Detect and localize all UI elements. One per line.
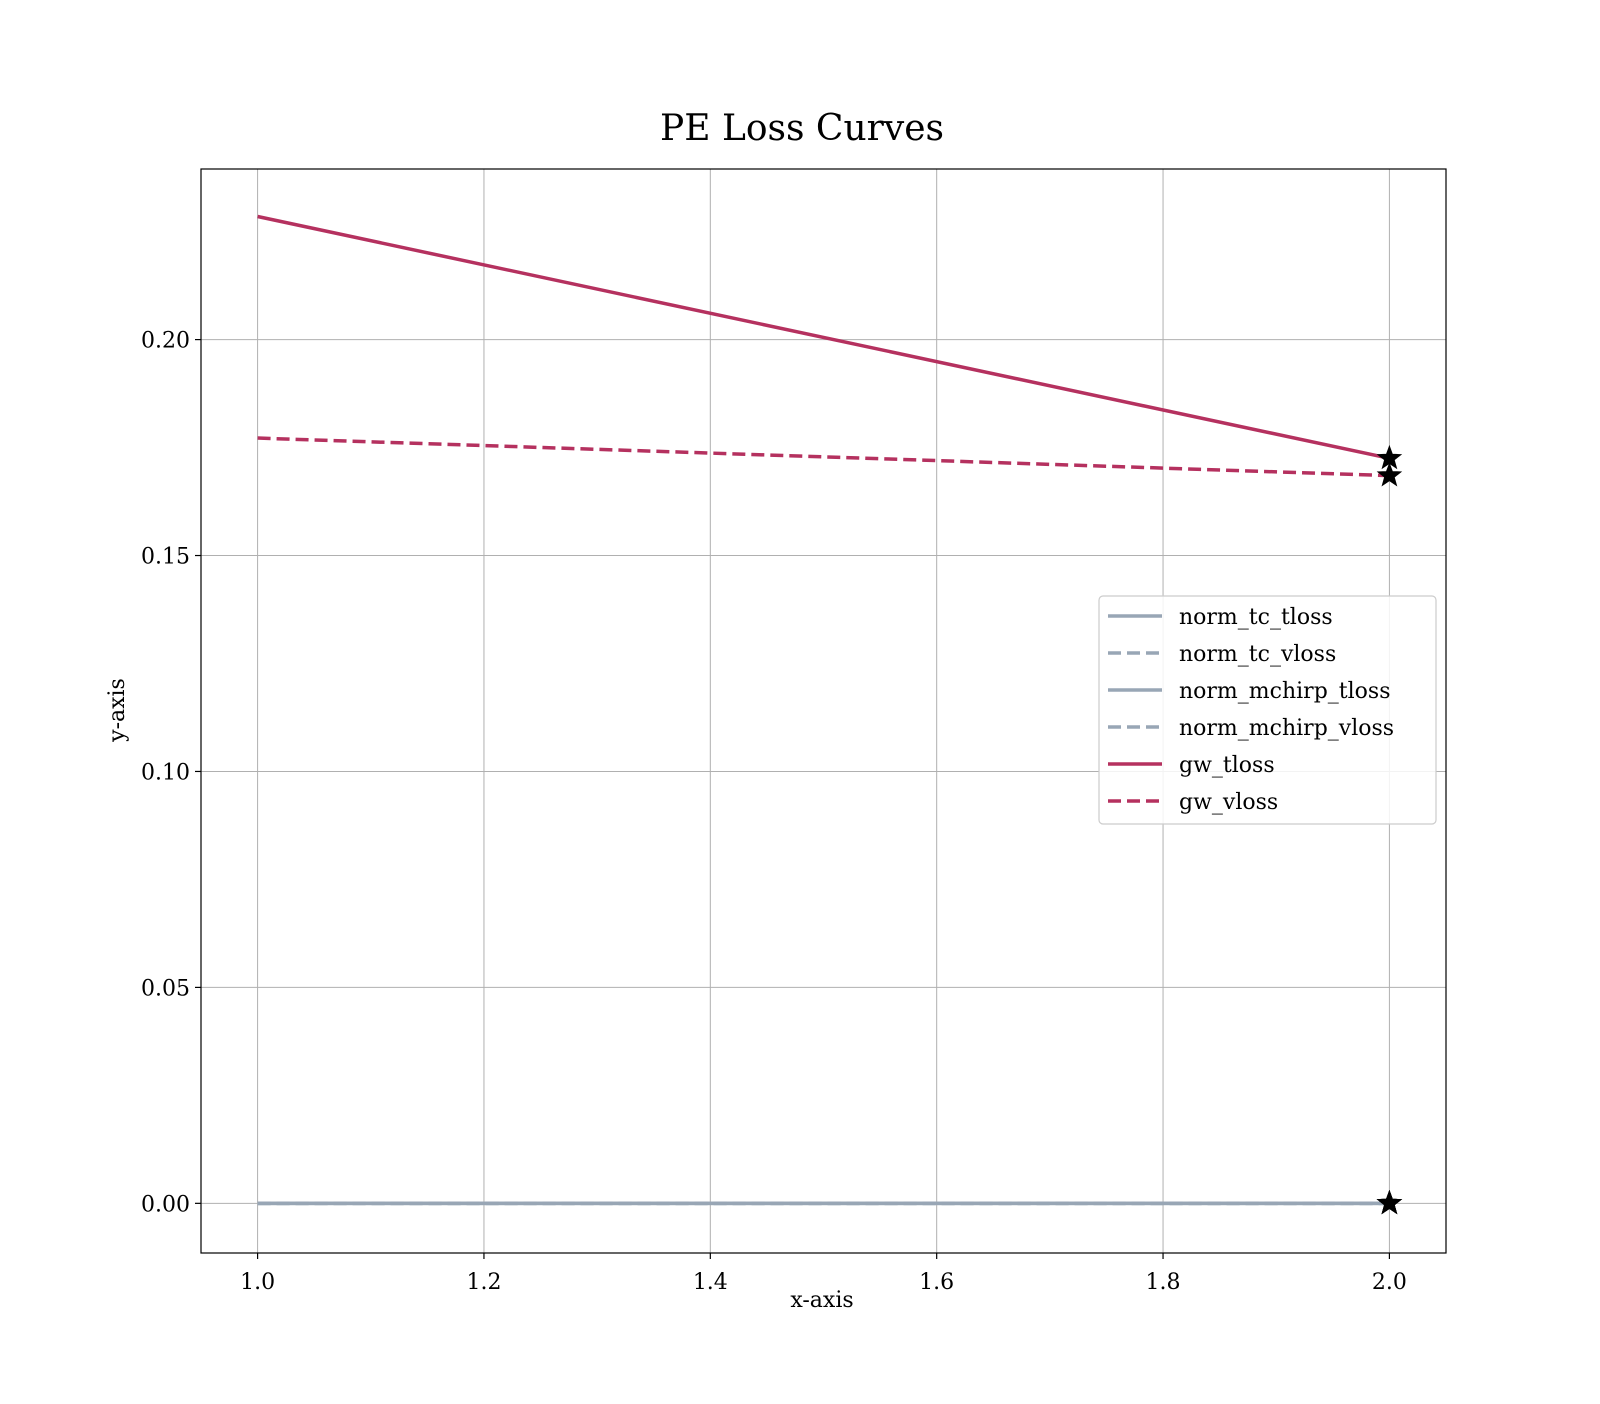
legend: norm_tc_tloss norm_tc_vloss norm_mchirp_tl… — [1098, 595, 1437, 825]
final-point-marker-norm-mchirp-vloss — [1376, 1189, 1403, 1215]
x-tick-label: 1.2 — [466, 1270, 501, 1295]
grid-lines — [201, 169, 1446, 1253]
y-axis-label: y-axis — [105, 678, 130, 743]
x-tick-label: 1.8 — [1146, 1270, 1181, 1295]
legend-label-gw-tloss: gw_tloss — [1179, 753, 1275, 778]
legend-label-norm-mchirp-vloss: norm_mchirp_vloss — [1179, 716, 1394, 741]
legend-box — [1098, 595, 1437, 825]
x-tick-label: 1.0 — [240, 1270, 275, 1295]
legend-label-gw-vloss: gw_vloss — [1179, 790, 1278, 815]
legend-label-norm-tc-vloss: norm_tc_vloss — [1179, 642, 1336, 667]
y-tick-label: 0.10 — [141, 760, 190, 785]
y-tick-label: 0.15 — [141, 545, 190, 570]
x-tick-label: 2.0 — [1372, 1270, 1407, 1295]
x-axis-label: x-axis — [790, 1288, 853, 1313]
x-tick-label: 1.4 — [693, 1270, 728, 1295]
y-tick-label: 0.05 — [141, 976, 190, 1001]
series-line-gw-vloss — [257, 436, 1390, 478]
y-tick-label: 0.20 — [141, 329, 190, 354]
legend-label-norm-tc-tloss: norm_tc_tloss — [1179, 605, 1333, 630]
x-tick-label: 1.6 — [919, 1270, 954, 1295]
series-lines — [257, 214, 1390, 1206]
final-markers — [1376, 444, 1403, 1215]
axis-ticks: 1.0 1.2 1.4 1.6 1.8 2.0 0.00 0.05 0.10 0.15 0.20 — [141, 329, 1407, 1295]
y-tick-label: 0.00 — [141, 1192, 190, 1217]
final-point-marker-gw-vloss — [1376, 462, 1403, 487]
series-line-gw-tloss — [257, 214, 1390, 461]
plot-frame — [200, 168, 1447, 1254]
legend-label-norm-mchirp-tloss: norm_mchirp_tloss — [1179, 679, 1390, 704]
chart-title: PE Loss Curves — [660, 108, 944, 149]
